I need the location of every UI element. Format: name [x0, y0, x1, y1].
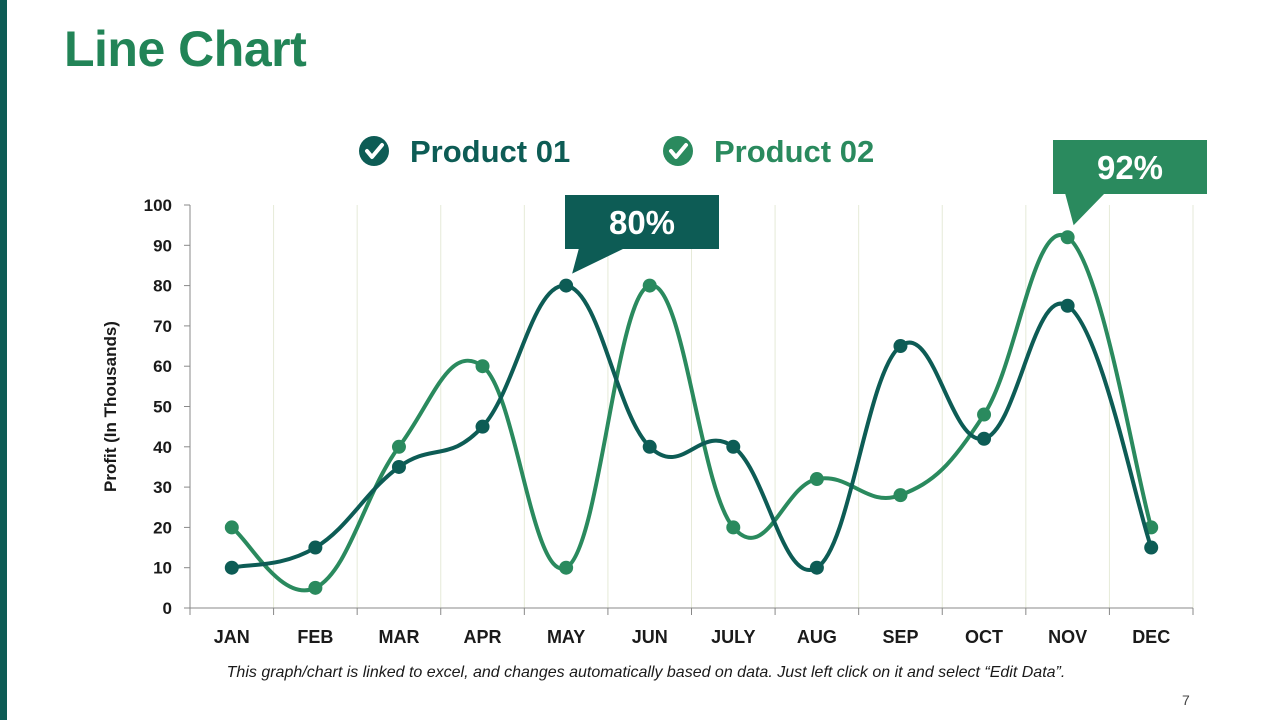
- x-tick-label: MAR: [378, 627, 419, 647]
- data-point-product-01: [809, 560, 824, 575]
- callout-box: [1053, 140, 1207, 194]
- data-point-product-01: [224, 560, 239, 575]
- y-tick-label: 40: [153, 438, 172, 457]
- callout-pointer: [1065, 193, 1105, 226]
- left-accent-bar: [0, 0, 7, 720]
- data-point-product-01: [893, 339, 908, 354]
- data-point-product-01: [1060, 298, 1075, 313]
- x-tick-label: MAY: [547, 627, 585, 647]
- y-tick-label: 0: [163, 599, 172, 618]
- callout-text: 92%: [1097, 149, 1163, 186]
- data-point-product-01: [475, 419, 490, 434]
- y-tick-label: 80: [153, 277, 172, 296]
- x-tick-label: OCT: [965, 627, 1003, 647]
- x-tick-label: NOV: [1048, 627, 1087, 647]
- y-tick-label: 50: [153, 398, 172, 417]
- chart-caption: This graph/chart is linked to excel, and…: [226, 664, 1066, 681]
- x-tick-label: DEC: [1132, 627, 1170, 647]
- data-point-product-02: [809, 472, 824, 487]
- data-point-product-02: [308, 580, 323, 595]
- legend-label: Product 02: [714, 134, 874, 169]
- y-tick-label: 70: [153, 317, 172, 336]
- y-tick-label: 10: [153, 559, 172, 578]
- x-tick-label: JAN: [214, 627, 250, 647]
- data-point-product-01: [642, 439, 657, 454]
- y-tick-label: 100: [144, 196, 172, 215]
- legend-label: Product 01: [410, 134, 570, 169]
- data-point-product-01: [559, 278, 574, 293]
- data-point-product-01: [308, 540, 323, 555]
- callout-text: 80%: [609, 204, 675, 241]
- check-circle-icon: [663, 136, 693, 166]
- checkmark-icon: [365, 143, 384, 159]
- data-point-product-02: [977, 407, 992, 422]
- legend-item-product-02: Product 02: [663, 134, 874, 169]
- data-point-product-01: [977, 431, 992, 446]
- data-point-product-01: [391, 459, 406, 474]
- checkmark-icon: [669, 143, 688, 159]
- data-point-product-01: [726, 439, 741, 454]
- x-tick-label: SEP: [882, 627, 918, 647]
- callout-label: 92%: [1053, 140, 1207, 226]
- data-point-product-02: [1060, 230, 1075, 245]
- y-tick-label: 30: [153, 478, 172, 497]
- slide-title: Line Chart: [64, 21, 307, 77]
- callout-box: [565, 195, 719, 249]
- y-tick-label: 90: [153, 236, 172, 255]
- x-tick-label: JUN: [632, 627, 668, 647]
- y-axis-label: Profit (In Thousands): [101, 321, 120, 492]
- legend-item-product-01: Product 01: [359, 134, 570, 169]
- callout-pointer: [572, 248, 625, 274]
- data-point-product-02: [224, 520, 239, 535]
- data-point-product-02: [559, 560, 574, 575]
- y-tick-label: 60: [153, 357, 172, 376]
- data-point-product-02: [726, 520, 741, 535]
- data-point-product-01: [1144, 540, 1159, 555]
- x-tick-label: JULY: [711, 627, 755, 647]
- data-point-product-02: [391, 439, 406, 454]
- x-tick-label: FEB: [297, 627, 333, 647]
- x-tick-label: APR: [464, 627, 502, 647]
- page-number: 7: [1182, 692, 1190, 708]
- callout-label: 80%: [565, 195, 719, 274]
- data-point-product-02: [893, 488, 908, 503]
- check-circle-icon: [359, 136, 389, 166]
- data-point-product-02: [642, 278, 657, 293]
- data-point-product-02: [475, 359, 490, 374]
- x-tick-label: AUG: [797, 627, 837, 647]
- y-tick-label: 20: [153, 518, 172, 537]
